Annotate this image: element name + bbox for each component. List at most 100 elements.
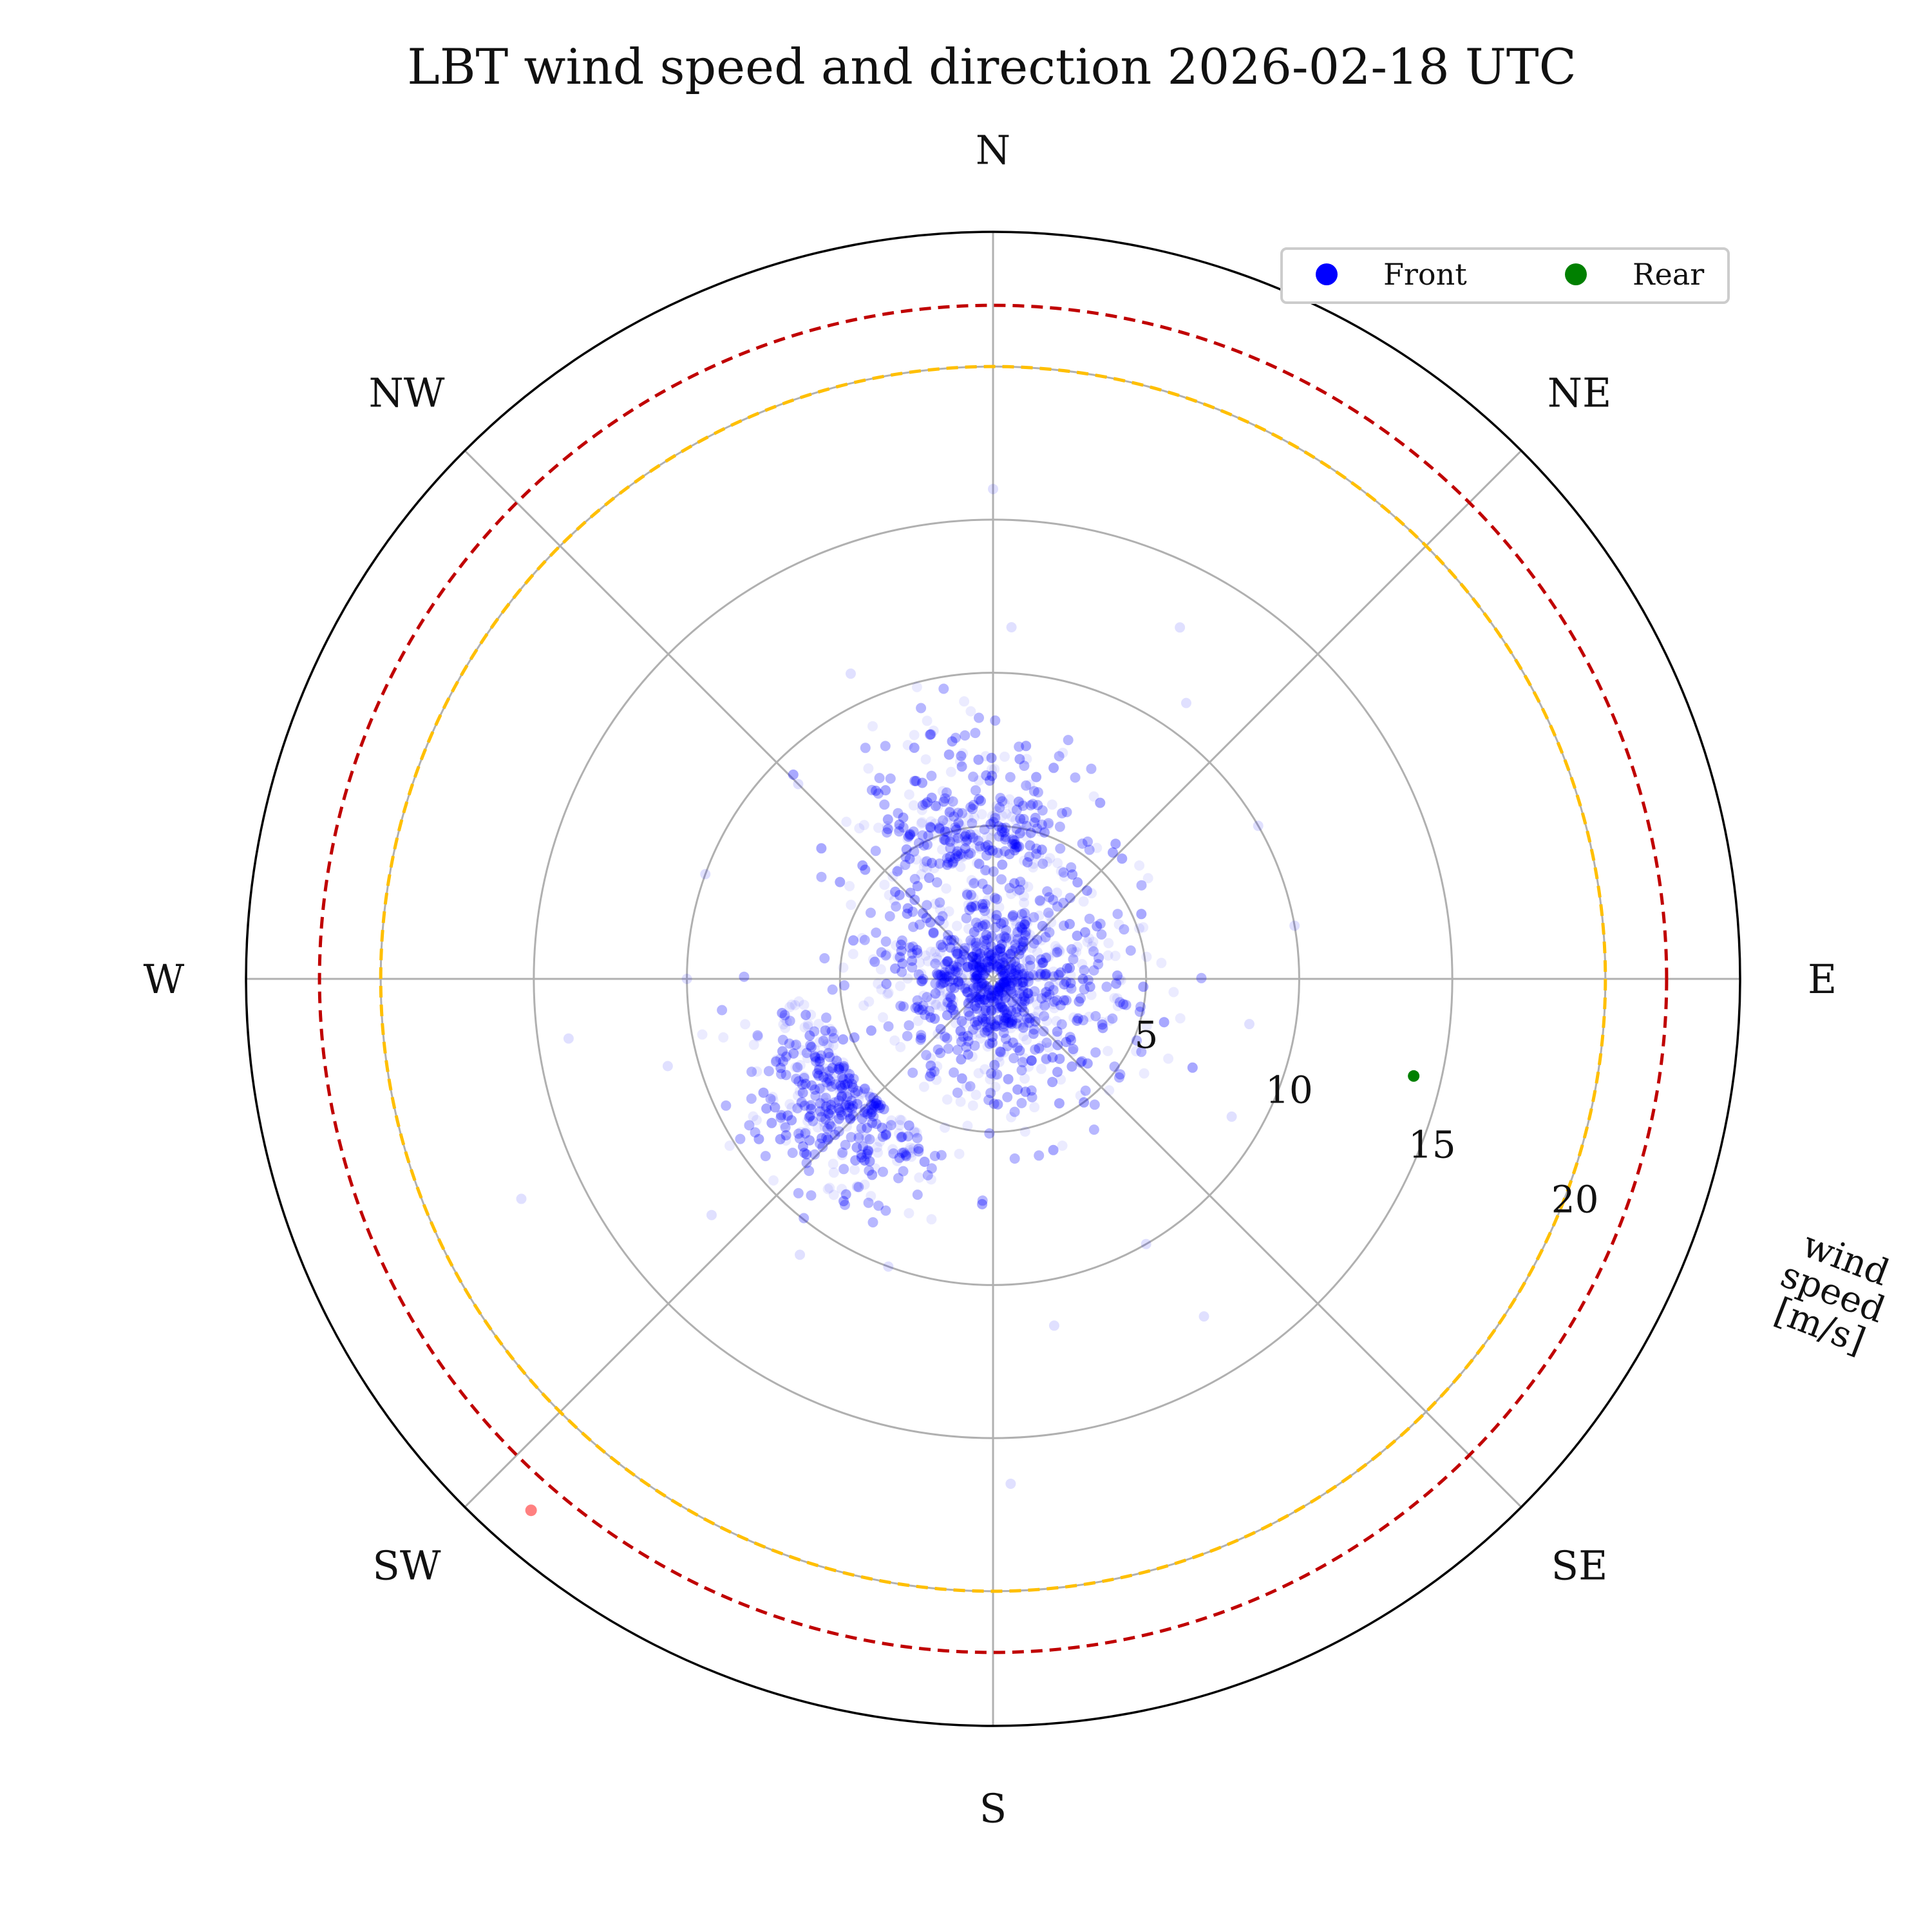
front-point bbox=[796, 1097, 807, 1108]
front-point bbox=[988, 959, 999, 970]
front-point bbox=[882, 814, 893, 825]
front-point bbox=[1029, 986, 1040, 997]
front-point bbox=[1054, 1054, 1065, 1065]
front-point bbox=[916, 1032, 927, 1043]
front-point bbox=[1065, 918, 1075, 929]
front-point bbox=[828, 1060, 839, 1071]
front-point bbox=[913, 1143, 924, 1154]
front-point bbox=[867, 1217, 878, 1227]
front-point bbox=[930, 898, 940, 909]
front-point bbox=[993, 982, 1004, 993]
front-point bbox=[1018, 880, 1028, 891]
front-point bbox=[975, 918, 986, 929]
front-point bbox=[982, 1041, 993, 1052]
front-point bbox=[996, 1001, 1007, 1012]
front-point bbox=[974, 948, 985, 959]
front-point bbox=[718, 1032, 729, 1043]
front-point bbox=[806, 1041, 817, 1052]
front-point bbox=[1021, 1034, 1032, 1045]
front-point bbox=[943, 906, 954, 917]
front-point bbox=[739, 971, 750, 982]
front-point bbox=[1039, 827, 1050, 838]
front-point bbox=[1048, 1144, 1059, 1155]
front-point bbox=[939, 834, 949, 845]
front-point bbox=[957, 972, 967, 983]
front-point bbox=[1019, 999, 1029, 1010]
front-point bbox=[1056, 866, 1066, 876]
front-point bbox=[931, 969, 942, 979]
front-point bbox=[1010, 830, 1021, 841]
front-point bbox=[862, 1145, 873, 1156]
front-point bbox=[841, 1099, 852, 1110]
front-point bbox=[1010, 939, 1021, 950]
front-point bbox=[795, 1126, 806, 1137]
front-point bbox=[1108, 847, 1118, 858]
front-point bbox=[989, 1070, 1000, 1081]
front-point bbox=[819, 1063, 830, 1074]
front-point bbox=[982, 895, 993, 905]
front-point bbox=[995, 955, 1006, 965]
front-point bbox=[870, 1098, 881, 1109]
front-point bbox=[986, 949, 997, 960]
front-point bbox=[825, 1023, 836, 1034]
front-point bbox=[1082, 936, 1093, 947]
front-point bbox=[913, 1016, 923, 1027]
front-point bbox=[746, 1066, 757, 1077]
front-point bbox=[777, 1034, 788, 1045]
front-point bbox=[931, 1074, 942, 1085]
front-point bbox=[979, 979, 990, 990]
front-point bbox=[945, 766, 956, 777]
front-point bbox=[766, 1117, 777, 1128]
front-point bbox=[1101, 981, 1112, 992]
front-point bbox=[1015, 813, 1026, 824]
front-point bbox=[1019, 1126, 1030, 1137]
front-point bbox=[820, 1034, 831, 1044]
front-point bbox=[999, 960, 1010, 971]
front-point bbox=[895, 1041, 906, 1052]
front-point bbox=[873, 1100, 884, 1111]
front-point bbox=[1068, 1044, 1079, 1054]
front-point bbox=[993, 821, 1004, 832]
front-point bbox=[980, 1064, 990, 1075]
front-point bbox=[1008, 910, 1019, 921]
front-point bbox=[1024, 1017, 1035, 1028]
front-point bbox=[906, 1147, 917, 1158]
front-point bbox=[875, 1103, 886, 1113]
front-point bbox=[857, 933, 867, 943]
front-point bbox=[1052, 1026, 1063, 1037]
front-point bbox=[1042, 886, 1053, 897]
front-point bbox=[995, 956, 1006, 967]
front-point bbox=[844, 1073, 855, 1084]
front-point bbox=[996, 848, 1007, 859]
front-point bbox=[1017, 924, 1028, 935]
front-point bbox=[983, 991, 994, 1002]
front-point bbox=[779, 1119, 790, 1130]
front-point bbox=[844, 881, 855, 891]
front-point bbox=[800, 1010, 811, 1020]
front-point bbox=[998, 1012, 1009, 1023]
front-point bbox=[806, 1190, 817, 1201]
front-point bbox=[1079, 1097, 1090, 1108]
front-point bbox=[1009, 838, 1019, 849]
front-point bbox=[999, 978, 1010, 989]
front-point bbox=[1112, 993, 1122, 1004]
front-point bbox=[940, 835, 951, 846]
front-point bbox=[806, 1104, 817, 1114]
front-point bbox=[817, 1142, 828, 1153]
front-point bbox=[896, 1132, 907, 1142]
front-point bbox=[985, 1004, 996, 1015]
front-point bbox=[992, 945, 1003, 956]
front-point bbox=[827, 984, 838, 995]
front-point bbox=[810, 1045, 820, 1056]
front-point bbox=[1045, 853, 1056, 864]
front-point bbox=[925, 1012, 936, 1023]
front-point bbox=[937, 844, 947, 855]
front-point bbox=[829, 1130, 840, 1141]
front-point bbox=[923, 956, 933, 967]
front-point bbox=[995, 793, 1006, 804]
front-point bbox=[1030, 1016, 1041, 1027]
front-point bbox=[863, 763, 874, 774]
front-point bbox=[968, 950, 979, 961]
front-point bbox=[842, 1078, 853, 1089]
front-point bbox=[957, 852, 968, 862]
